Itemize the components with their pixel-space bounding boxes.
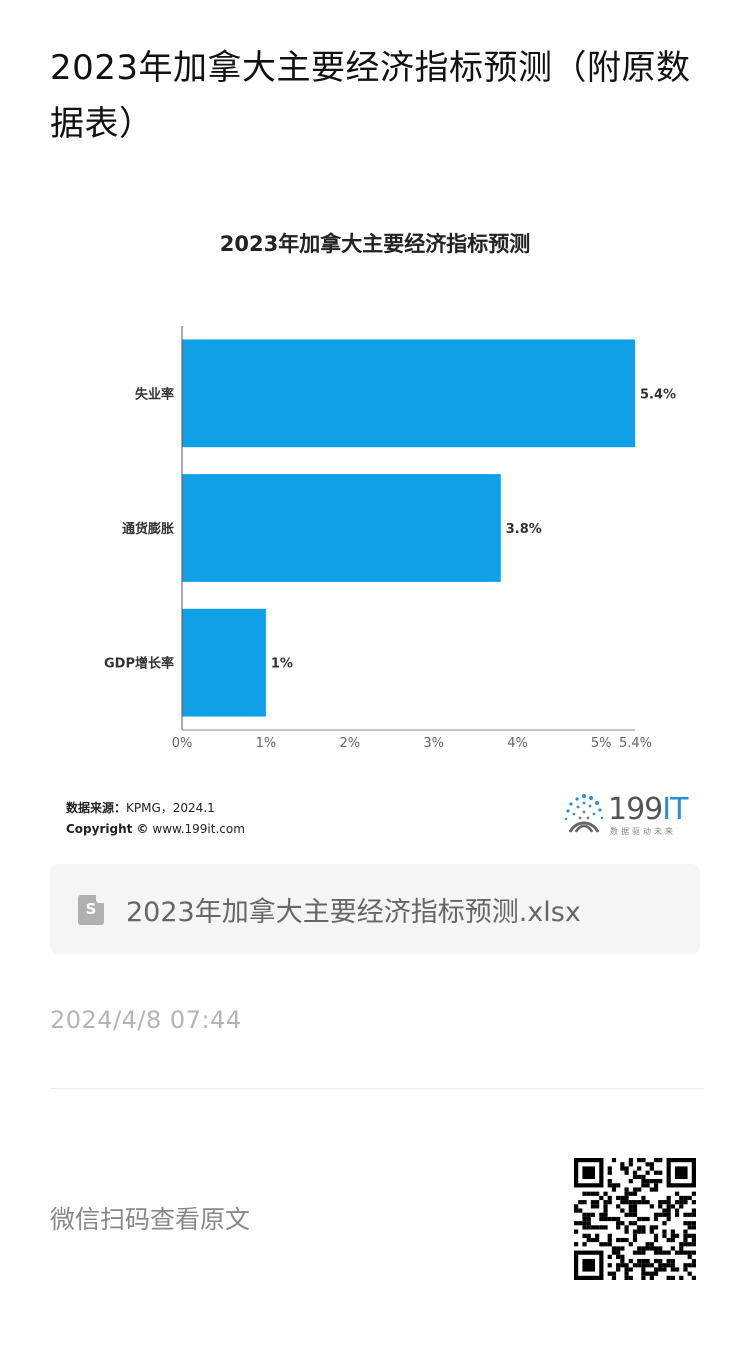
x-tick-label: 0% (172, 736, 193, 751)
bar (182, 474, 501, 582)
x-tick-label: 5% (591, 736, 612, 751)
bar (182, 339, 635, 448)
copyright-label: Copyright © (66, 822, 149, 836)
category-label: GDP增长率 (104, 656, 174, 672)
source-note: 数据来源：KPMG，2024.1 Copyright © www.199it.c… (66, 798, 245, 840)
data-label: 5.4% (640, 387, 676, 402)
x-tick-label: 3% (423, 736, 444, 751)
copyright-value: www.199it.com (152, 822, 245, 836)
x-tick-label: 5.4% (619, 736, 652, 751)
bar (182, 608, 266, 717)
source-value: KPMG，2024.1 (126, 801, 215, 815)
divider (50, 1088, 704, 1089)
logo-text: 199IT (608, 792, 688, 827)
category-label: 失业率 (135, 386, 174, 402)
page-title: 2023年加拿大主要经济指标预测（附原数据表） (50, 48, 691, 144)
x-tick-label: 2% (339, 736, 360, 751)
publish-date: 2024/4/8 07:44 (50, 1006, 242, 1034)
attachment-file-card[interactable]: S 2023年加拿大主要经济指标预测.xlsx (50, 864, 700, 954)
chart-title: 2023年加拿大主要经济指标预测 (219, 232, 531, 256)
source-label: 数据来源： (66, 801, 127, 815)
data-label: 1% (271, 657, 293, 672)
bar-chart: 5.4% 失业率 3.8% 通货膨胀 1% GDP增长率 0% 1% 2% 3% 4% 5% 5.4% (104, 326, 676, 751)
category-label: 通货膨胀 (122, 521, 174, 537)
qr-code-icon[interactable] (574, 1158, 696, 1280)
chart-card: 2023年加拿大主要经济指标预测 5.4% 失业率 3.8% 通货膨胀 1% GDP增长率… (50, 200, 700, 850)
logo-slogan: 数据驱动未来 (610, 827, 676, 836)
attachment-file-name[interactable]: 2023年加拿大主要经济指标预测.xlsx (126, 897, 581, 928)
logo-dots-icon (564, 794, 604, 833)
data-label: 3.8% (506, 522, 542, 537)
spreadsheet-file-icon: S (78, 895, 104, 925)
x-tick-label: 4% (507, 736, 528, 751)
x-tick-label: 1% (256, 736, 277, 751)
brand-logo: 199IT 数据驱动未来 (560, 790, 700, 840)
wechat-scan-prompt: 微信扫码查看原文 (50, 1205, 251, 1234)
